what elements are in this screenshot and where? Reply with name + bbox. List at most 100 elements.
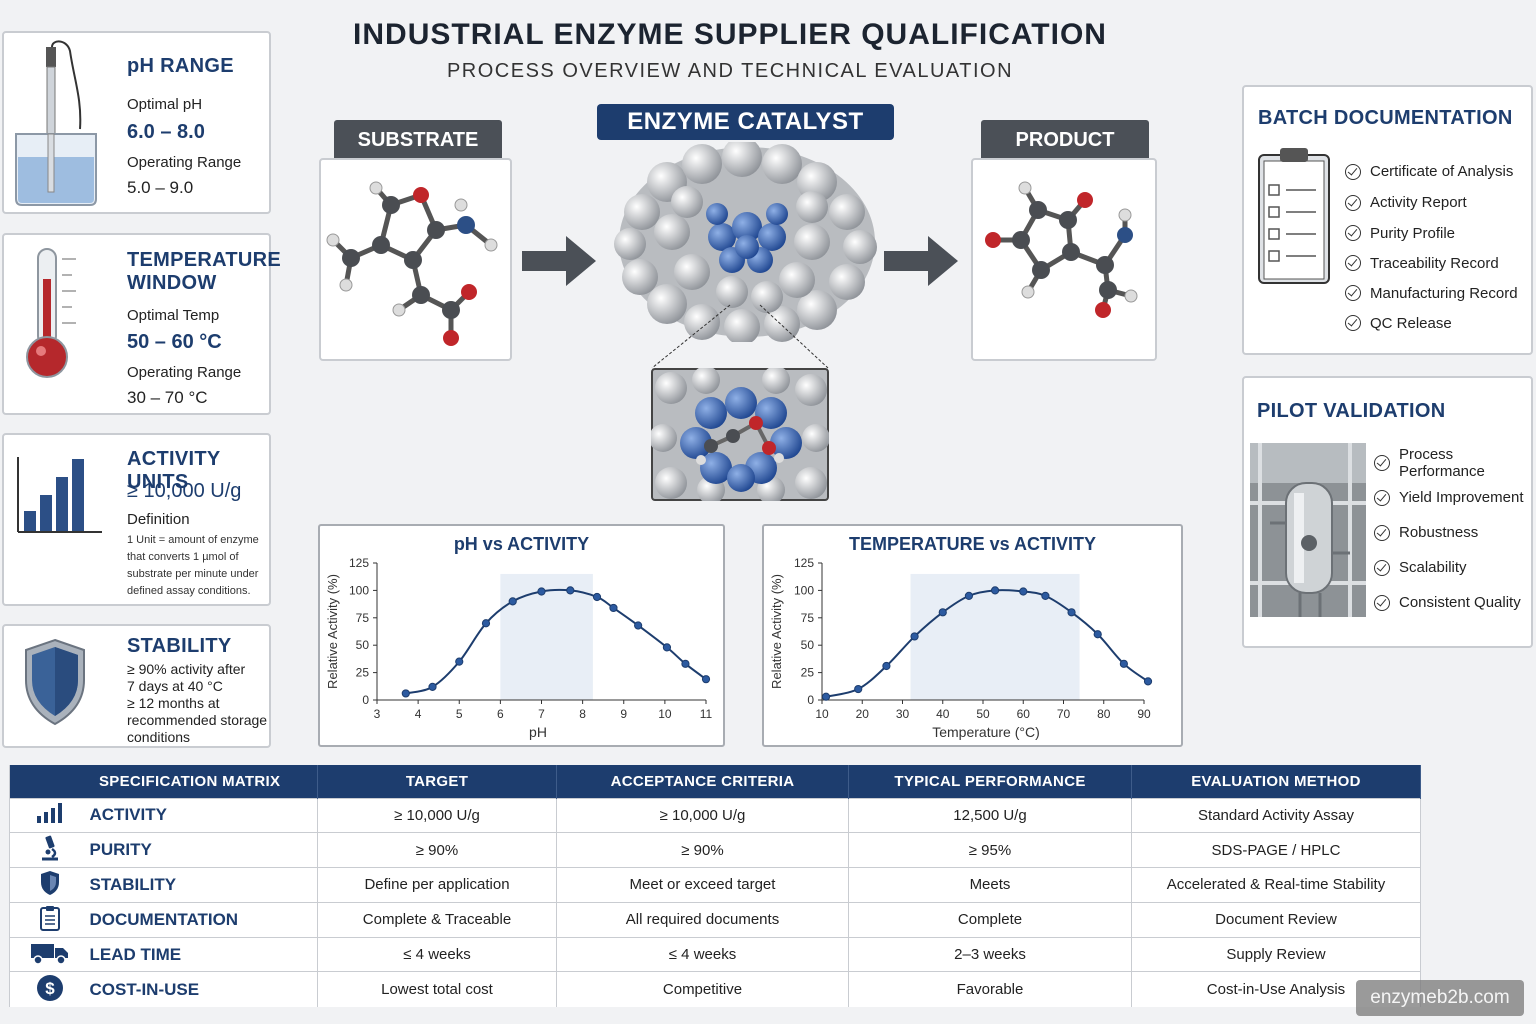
activity-definition-text: 1 Unit = amount of enzyme that converts … xyxy=(127,534,259,597)
beaker-icon xyxy=(15,40,97,206)
data-point xyxy=(701,675,711,684)
data-point xyxy=(662,643,672,652)
y-tick-label: 50 xyxy=(356,638,370,652)
list-item: Activity Report xyxy=(1345,187,1518,218)
list-item: Consistent Quality xyxy=(1374,585,1531,620)
spec-target: Complete & Traceable xyxy=(317,901,557,938)
optimal-range-band xyxy=(910,573,1080,700)
spec-acceptance: ≥ 10,000 U/g xyxy=(556,797,849,833)
product-label: PRODUCT xyxy=(981,120,1149,160)
shield-icon xyxy=(25,638,85,726)
substrate-molecule-icon xyxy=(326,181,498,346)
check-circle-icon xyxy=(1345,285,1361,301)
spec-name: COST-IN-USE xyxy=(89,971,318,1007)
temperature-activity-chart: 10 20 30 40 50 60 70 80 90 0 25 50 75 100 125 Temperatu… xyxy=(769,556,1153,740)
header-method: EVALUATION METHOD xyxy=(1131,765,1421,798)
temp-range-value: 30 – 70 °C xyxy=(127,388,208,407)
spec-method: Supply Review xyxy=(1131,936,1421,972)
x-tick-label: 60 xyxy=(1017,707,1031,721)
y-axis-label: Relative Activity (%) xyxy=(325,574,340,689)
microscope-icon xyxy=(38,835,62,865)
list-item: Yield Improvement xyxy=(1374,480,1531,515)
table-header-row: SPECIFICATION MATRIX TARGET ACCEPTANCE C… xyxy=(9,765,1421,798)
spec-typical: Complete xyxy=(848,901,1132,938)
x-tick-label: 4 xyxy=(415,707,422,721)
data-point xyxy=(1019,587,1028,596)
page-title: INDUSTRIAL ENZYME SUPPLIER QUALIFICATION xyxy=(353,18,1107,51)
check-circle-icon xyxy=(1345,315,1361,331)
ph-chart-title: pH vs ACTIVITY xyxy=(453,534,590,554)
spec-name: LEAD TIME xyxy=(89,936,318,972)
active-site-zoom-icon xyxy=(651,368,829,501)
spec-name: PURITY xyxy=(89,832,318,868)
y-tick-label: 125 xyxy=(349,556,369,570)
stability-text: ≥ 90% activity after 7 days at 40 °C ≥ 1… xyxy=(127,661,268,745)
spec-typical: Favorable xyxy=(848,971,1132,1007)
check-circle-icon xyxy=(1345,194,1361,211)
x-tick-label: 30 xyxy=(896,707,910,721)
data-point xyxy=(990,586,1000,595)
spec-method: SDS-PAGE / HPLC xyxy=(1131,832,1421,868)
clipboard-icon xyxy=(39,905,61,935)
product-molecule-icon xyxy=(985,181,1138,318)
ph-optimal-value: 6.0 – 8.0 xyxy=(127,121,205,143)
ph-range-card: pH RANGE Optimal pH 6.0 – 8.0 Operating … xyxy=(2,31,271,214)
data-point xyxy=(854,684,863,694)
ph-activity-chart-card: pH vs ACTIVITY 3 4 5 6 7 8 9 10 11 0 25 50 75 100 125 p… xyxy=(318,524,725,747)
stability-card-title: STABILITY xyxy=(127,635,232,657)
spec-method: Document Review xyxy=(1131,901,1421,938)
list-item: Manufacturing Record xyxy=(1345,278,1518,308)
table-row: DOCUMENTATION Complete & Traceable All req… xyxy=(9,901,1421,938)
spec-name: STABILITY xyxy=(89,867,318,903)
check-circle-icon xyxy=(1345,225,1361,241)
arrow-right-icon xyxy=(522,236,596,286)
header-acceptance: ACCEPTANCE CRITERIA xyxy=(556,765,849,798)
watermark: enzymeb2b.com xyxy=(1356,980,1524,1016)
spec-name: ACTIVITY xyxy=(89,797,318,833)
row-icon-cell xyxy=(9,901,90,938)
ph-range-value: 5.0 – 9.0 xyxy=(127,178,194,197)
list-item: Traceability Record xyxy=(1345,248,1518,278)
spec-target: ≤ 4 weeks xyxy=(317,936,557,972)
temp-card-title-2: WINDOW xyxy=(127,272,217,294)
y-tick-label: 125 xyxy=(794,556,814,570)
spec-typical: ≥ 95% xyxy=(848,832,1132,868)
data-point xyxy=(508,597,517,606)
check-circle-icon xyxy=(1374,489,1390,506)
specification-matrix-table: SPECIFICATION MATRIX TARGET ACCEPTANCE C… xyxy=(9,765,1421,1007)
substrate-molecule-card xyxy=(319,158,512,361)
temp-card-title-1: TEMPERATURE xyxy=(127,249,282,271)
pilot-validation-card: PILOT VALIDATION Process Performance Yie… xyxy=(1242,376,1533,648)
y-tick-label: 100 xyxy=(794,583,814,597)
row-icon-cell: $ xyxy=(9,971,90,1007)
temp-optimal-label: Optimal Temp xyxy=(127,307,220,324)
data-point xyxy=(1041,591,1050,600)
table-row: PURITY ≥ 90% ≥ 90% ≥ 95% SDS-PAGE / HPLC xyxy=(9,832,1421,868)
y-tick-label: 0 xyxy=(362,693,369,707)
spec-name: DOCUMENTATION xyxy=(89,901,318,938)
x-tick-label: 90 xyxy=(1137,707,1151,721)
data-point xyxy=(1093,630,1102,639)
data-point xyxy=(428,682,437,691)
list-item: QC Release xyxy=(1345,308,1518,338)
check-circle-icon xyxy=(1374,454,1390,471)
page-subtitle: PROCESS OVERVIEW AND TECHNICAL EVALUATIO… xyxy=(446,60,1014,82)
y-tick-label: 75 xyxy=(356,611,370,625)
list-item: Process Performance xyxy=(1374,445,1531,480)
data-point xyxy=(882,661,891,671)
activity-definition-label: Definition xyxy=(127,511,190,528)
header-spec: SPECIFICATION MATRIX xyxy=(9,765,318,798)
check-circle-icon xyxy=(1374,559,1390,576)
spec-target: ≥ 90% xyxy=(317,832,557,868)
check-circle-icon xyxy=(1345,255,1361,271)
check-circle-icon xyxy=(1374,594,1390,611)
activity-card-title: ACTIVITY UNITS xyxy=(127,448,221,493)
spec-method: Accelerated & Real-time Stability xyxy=(1131,867,1421,903)
data-point xyxy=(609,603,618,613)
y-tick-label: 50 xyxy=(801,638,815,652)
table-row: $ COST-IN-USE Lowest total cost Competitive… xyxy=(9,971,1421,1007)
x-axis-label: pH xyxy=(529,724,547,740)
truck-icon xyxy=(30,941,70,969)
x-tick-label: 70 xyxy=(1057,707,1071,721)
list-item: Scalability xyxy=(1374,550,1531,585)
